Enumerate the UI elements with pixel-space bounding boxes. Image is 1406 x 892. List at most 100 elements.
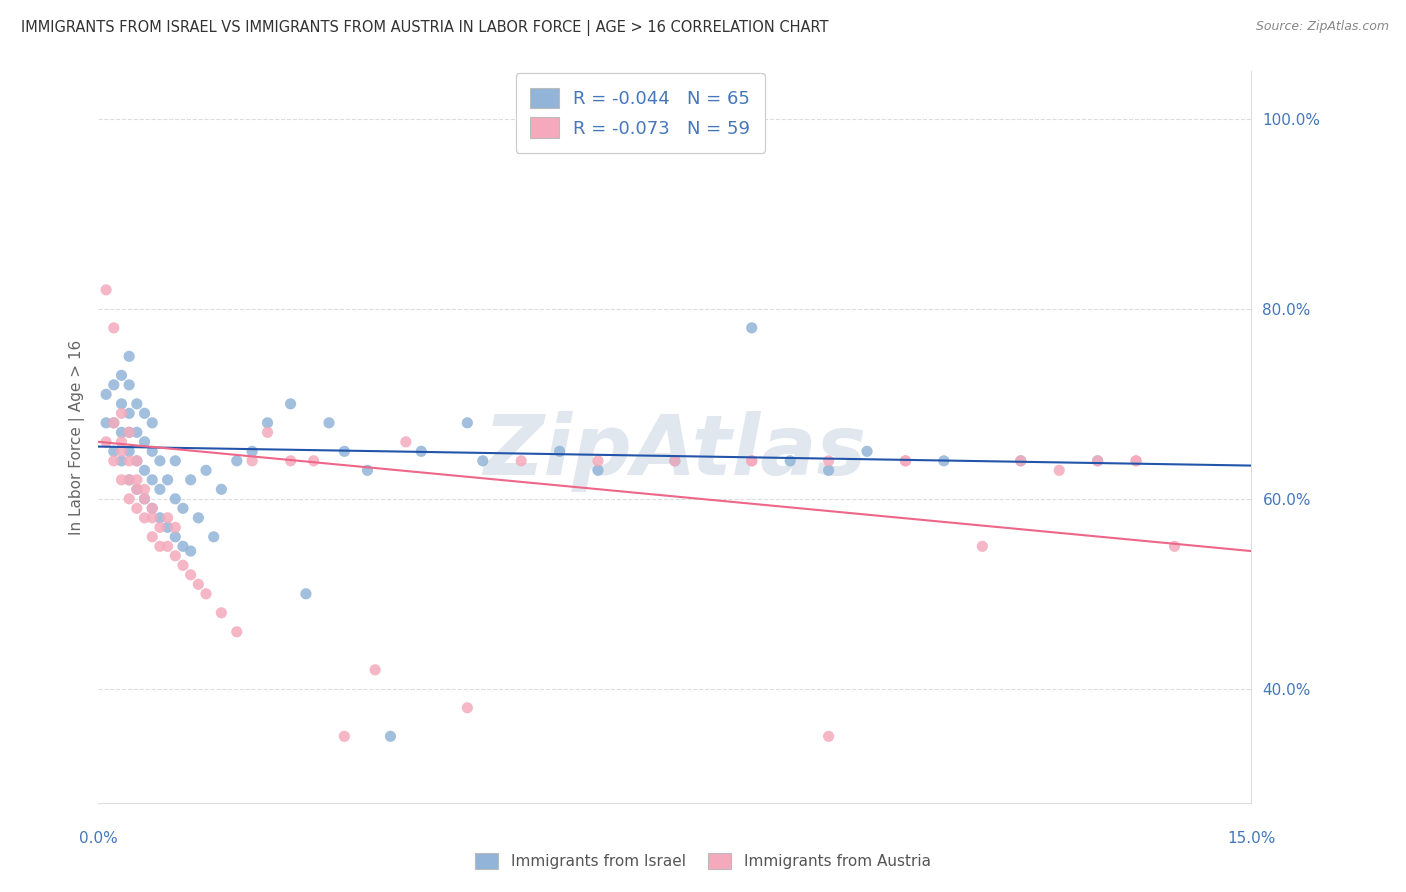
Point [195, 587, 218, 601]
Point [134, 483, 156, 497]
Point [94, 416, 117, 430]
Point [125, 397, 148, 411]
Point [932, 454, 955, 468]
Point [149, 511, 172, 525]
Point [202, 530, 225, 544]
Text: Source: ZipAtlas.com: Source: ZipAtlas.com [1256, 20, 1389, 33]
Point [209, 606, 232, 620]
Point [118, 473, 141, 487]
Point [411, 444, 433, 458]
Point [118, 406, 141, 420]
Point [471, 454, 494, 468]
Point [103, 416, 125, 430]
Point [456, 416, 478, 430]
Point [256, 425, 278, 440]
Point [156, 511, 179, 525]
Point [149, 539, 172, 553]
Point [180, 567, 202, 582]
Point [103, 416, 125, 430]
Point [94, 387, 117, 401]
Point [295, 587, 318, 601]
Point [141, 530, 163, 544]
Point [856, 444, 879, 458]
Point [125, 483, 148, 497]
Point [165, 530, 187, 544]
Y-axis label: In Labor Force | Age > 16: In Labor Force | Age > 16 [69, 340, 84, 534]
Point [380, 729, 402, 743]
Point [103, 444, 125, 458]
Point [110, 406, 132, 420]
Point [586, 454, 609, 468]
Point [364, 663, 387, 677]
Point [141, 501, 163, 516]
Point [103, 377, 125, 392]
Point [172, 501, 194, 516]
Point [333, 729, 356, 743]
Point [456, 701, 478, 715]
Point [125, 483, 148, 497]
Text: ZipAtlas: ZipAtlas [484, 411, 866, 492]
Point [110, 425, 132, 440]
Point [586, 463, 609, 477]
Point [240, 444, 263, 458]
Point [118, 425, 141, 440]
Point [741, 321, 763, 335]
Point [118, 454, 141, 468]
Point [1047, 463, 1070, 477]
Point [141, 501, 163, 516]
Point [302, 454, 325, 468]
Point [149, 520, 172, 534]
Point [118, 425, 141, 440]
Legend: R = -0.044   N = 65, R = -0.073   N = 59: R = -0.044 N = 65, R = -0.073 N = 59 [516, 73, 765, 153]
Point [118, 491, 141, 506]
Point [817, 463, 839, 477]
Point [1087, 454, 1109, 468]
Point [280, 397, 302, 411]
Point [817, 729, 839, 743]
Point [134, 434, 156, 449]
Point [125, 454, 148, 468]
Point [1010, 454, 1032, 468]
Point [664, 454, 686, 468]
Point [156, 473, 179, 487]
Point [240, 454, 263, 468]
Point [333, 444, 356, 458]
Legend: Immigrants from Israel, Immigrants from Austria: Immigrants from Israel, Immigrants from … [470, 847, 936, 875]
Point [172, 558, 194, 573]
Point [779, 454, 801, 468]
Point [165, 454, 187, 468]
Point [318, 416, 340, 430]
Point [156, 520, 179, 534]
Point [125, 501, 148, 516]
Point [664, 454, 686, 468]
Point [118, 349, 141, 363]
Point [280, 454, 302, 468]
Point [118, 444, 141, 458]
Point [110, 434, 132, 449]
Point [149, 454, 172, 468]
Point [110, 444, 132, 458]
Point [395, 434, 418, 449]
Point [510, 454, 533, 468]
Point [180, 544, 202, 558]
Point [165, 491, 187, 506]
Point [134, 463, 156, 477]
Point [134, 406, 156, 420]
Point [172, 539, 194, 553]
Point [134, 491, 156, 506]
Point [741, 454, 763, 468]
Point [141, 473, 163, 487]
Point [1125, 454, 1147, 468]
Text: 0.0%: 0.0% [79, 831, 118, 846]
Point [118, 377, 141, 392]
Point [134, 491, 156, 506]
Point [125, 425, 148, 440]
Point [103, 454, 125, 468]
Point [225, 454, 247, 468]
Point [94, 283, 117, 297]
Point [209, 483, 232, 497]
Point [187, 577, 209, 591]
Point [894, 454, 917, 468]
Point [165, 520, 187, 534]
Point [156, 539, 179, 553]
